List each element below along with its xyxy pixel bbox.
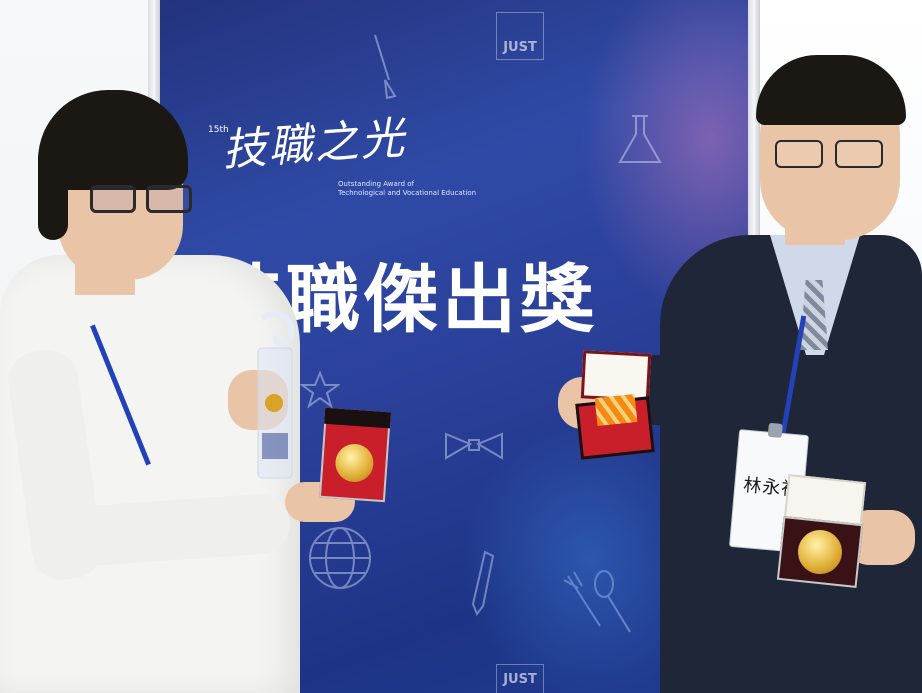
medal-ribbon [594,393,638,427]
bowtie-icon [445,432,503,460]
student-glasses-right [146,185,192,213]
star-icon [300,370,340,409]
professor-glasses-right [835,140,883,168]
crystal-trophy [257,311,295,479]
globe-icon [309,527,371,589]
professor-glasses-left [775,140,823,168]
flask-icon [618,115,662,163]
medal-box-student [318,407,392,503]
professor-hair [756,55,906,125]
professor-person [558,55,922,693]
just-logo-bottom: JUST [496,664,544,693]
student-hair-side [38,150,68,240]
just-logo-top: JUST [496,12,544,60]
brand-subtitle-line1: Outstanding Award of [338,180,414,188]
case-base [776,515,864,589]
medal-box-professor-open [575,350,655,460]
gold-medal-student [334,442,375,484]
brand-subtitle-line2: Technological and Vocational Education [338,189,477,197]
open-box-lid [580,350,652,402]
paintbrush-icon [374,34,397,100]
medal-case-professor [776,474,867,589]
student-glasses-left [90,185,136,213]
edition-label: 15th [208,125,229,135]
gold-medal-professor [795,527,845,577]
striped-tie [800,280,828,350]
pencil-icon [471,550,495,617]
brand-subtitle-en: Outstanding Award of Technological and V… [338,180,508,198]
student-person [0,90,355,693]
badge-clip [767,422,783,438]
medal-box-lid [324,407,392,429]
